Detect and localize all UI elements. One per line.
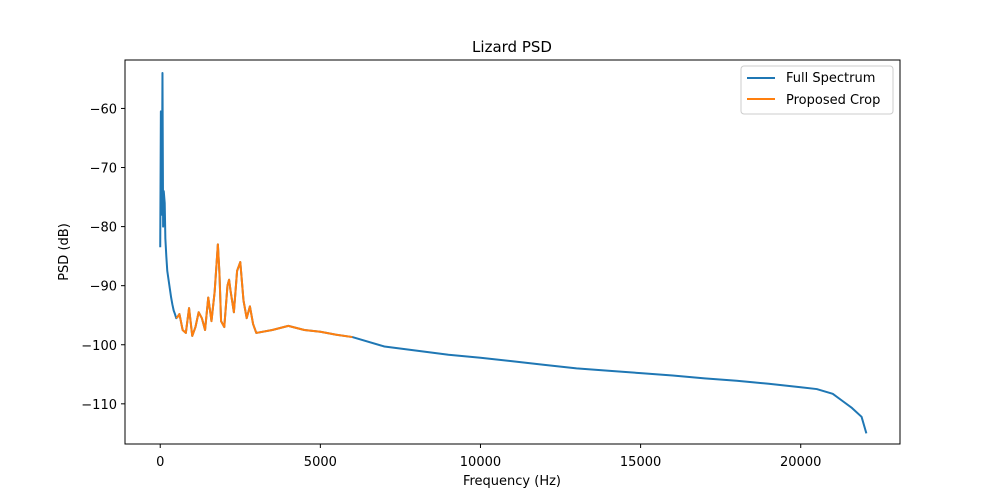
y-tick-label: −90 xyxy=(90,280,117,295)
x-axis-label: Frequency (Hz) xyxy=(463,474,561,489)
x-ticks: 0 5000 10000 15000 20000 xyxy=(156,444,821,470)
plot-area xyxy=(125,60,900,444)
series-layer xyxy=(159,72,868,434)
x-tick-label: 15000 xyxy=(620,455,661,470)
y-tick-label: −70 xyxy=(90,162,117,177)
x-tick-label: 5000 xyxy=(304,455,337,470)
legend-box xyxy=(740,65,894,115)
legend: Full Spectrum Proposed Crop xyxy=(740,65,894,115)
series-line-proposed-crop xyxy=(175,243,353,339)
x-tick-label: 0 xyxy=(156,455,164,470)
y-tick-label: −80 xyxy=(90,221,117,236)
legend-label-full-spectrum: Full Spectrum xyxy=(786,71,875,86)
legend-label-proposed-crop: Proposed Crop xyxy=(786,93,880,108)
y-tick-label: −100 xyxy=(81,339,117,354)
axes-frame xyxy=(124,59,901,445)
chart-title: Lizard PSD xyxy=(472,38,552,56)
y-tick-label: −110 xyxy=(81,398,117,413)
y-ticks: −60 −70 −80 −90 −100 −110 xyxy=(81,102,125,413)
x-tick-label: 20000 xyxy=(780,455,821,470)
y-tick-label: −60 xyxy=(90,102,117,117)
x-tick-label: 10000 xyxy=(460,455,501,470)
y-axis-label: PSD (dB) xyxy=(57,223,72,281)
